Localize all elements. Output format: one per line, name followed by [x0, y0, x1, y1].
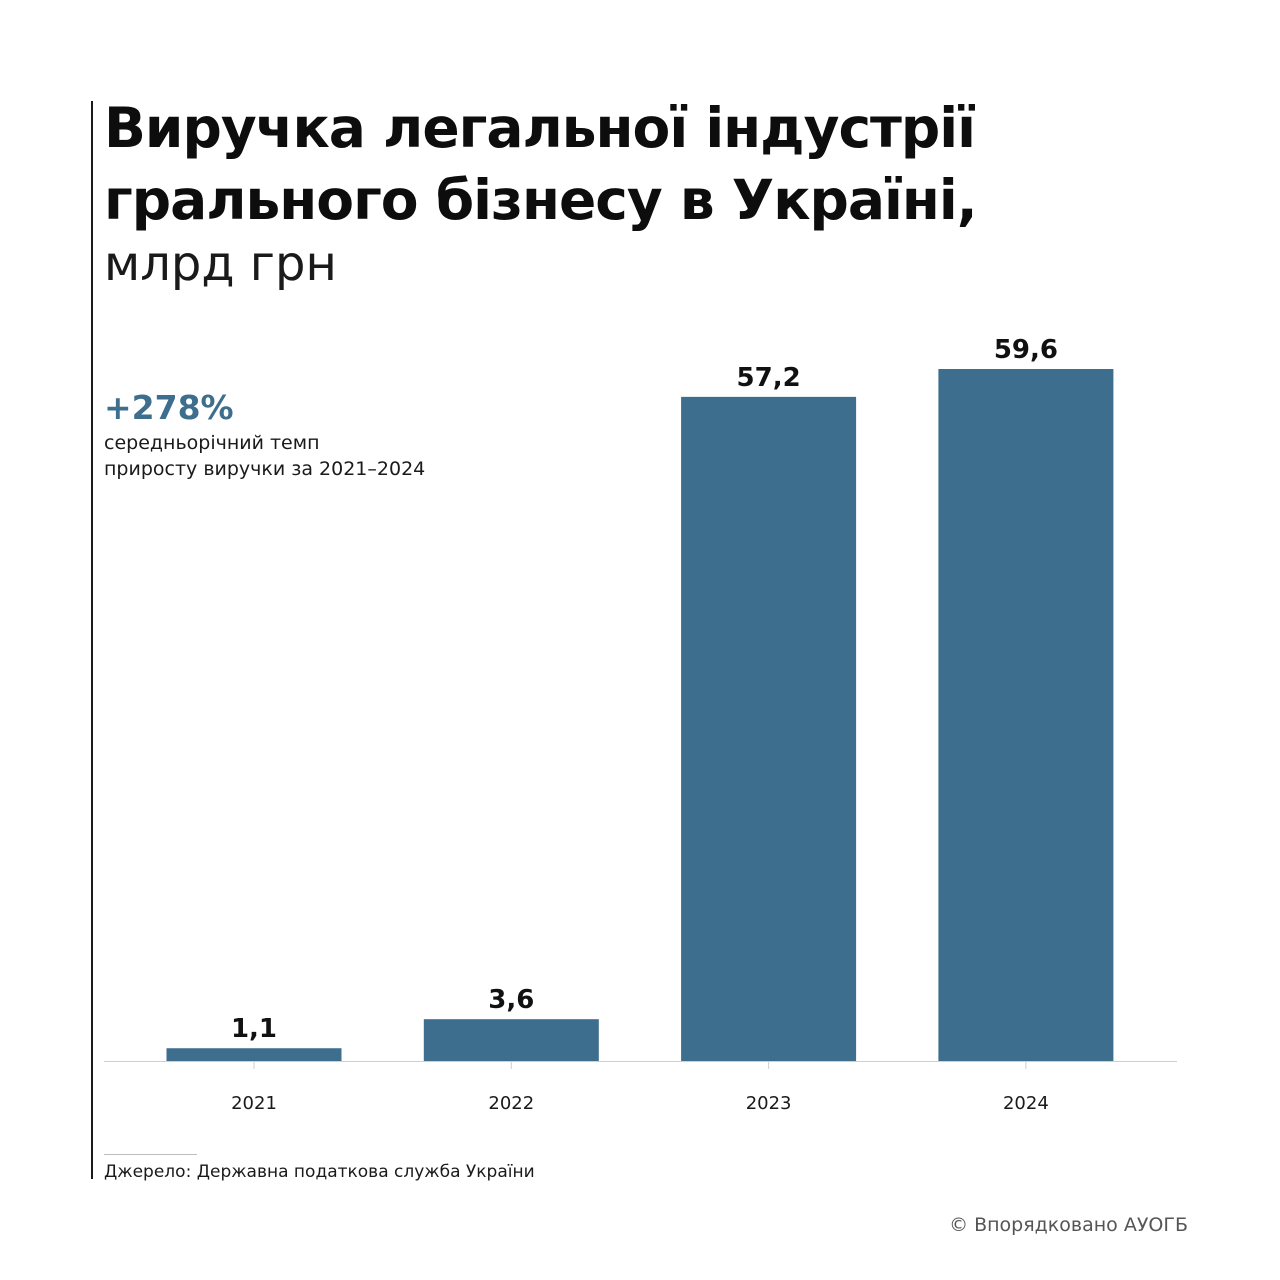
chart-title-line-1: Виручка легальної індустрії	[104, 96, 976, 160]
bar-2024	[938, 369, 1114, 1061]
bar-value-label-2023: 57,2	[737, 363, 801, 393]
left-accent-rule	[91, 101, 93, 1179]
chart-subtitle-unit: млрд грн	[104, 236, 337, 292]
chart-title: Виручка легальної індустрії грального бі…	[104, 92, 978, 236]
x-tick-label-2024: 2024	[1003, 1093, 1049, 1114]
x-tick-label-2023: 2023	[746, 1093, 792, 1114]
bar-value-label-2024: 59,6	[994, 335, 1058, 365]
x-tick-label-2021: 2021	[231, 1093, 277, 1114]
bar-2023	[681, 396, 857, 1061]
bar-2022	[423, 1019, 599, 1061]
bar-value-label-2022: 3,6	[488, 985, 534, 1015]
chart-title-line-2: грального бізнесу в Україні,	[104, 168, 978, 232]
growth-callout-value: +278%	[104, 388, 234, 427]
x-tick-label-2022: 2022	[488, 1093, 534, 1114]
source-divider	[104, 1154, 197, 1155]
growth-callout-text-line-1: середньорічний темп	[104, 432, 320, 454]
growth-callout: +278% середньорічний темп приросту вируч…	[104, 388, 425, 482]
growth-callout-text-line-2: приросту виручки за 2021–2024	[104, 458, 426, 480]
bar-2021	[166, 1048, 342, 1061]
growth-callout-text: середньорічний темп приросту виручки за …	[104, 430, 425, 482]
credit-note: © Впорядковано АУОГБ	[949, 1214, 1188, 1236]
bar-value-label-2021: 1,1	[231, 1014, 277, 1044]
source-note: Джерело: Державна податкова служба Украї…	[104, 1162, 535, 1182]
